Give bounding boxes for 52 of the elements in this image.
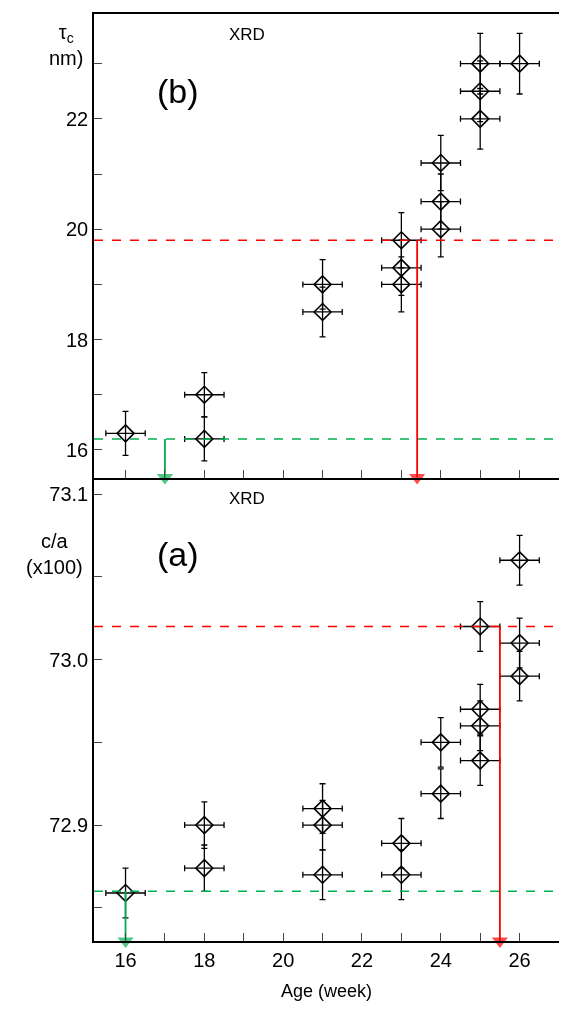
point [470, 751, 490, 770]
y-tick-label: 72.9 [49, 814, 89, 837]
point [392, 275, 411, 294]
point [470, 716, 490, 736]
y-tick-label: 18 [66, 328, 89, 351]
annotation: (a) [157, 535, 199, 573]
y-axis-title: c/a (x100) [26, 530, 83, 578]
x-tick-label: 20 [272, 948, 295, 971]
x-tick-label: 24 [429, 948, 452, 971]
annotation: XRD [229, 489, 265, 508]
x-tick-label: 16 [114, 948, 137, 971]
x-tick-label: 18 [193, 948, 216, 971]
y-tick-label: 16 [66, 438, 89, 461]
point [431, 153, 451, 173]
annotation: (b) [157, 72, 199, 110]
x-tick-label: 26 [508, 948, 531, 971]
point [470, 617, 490, 636]
point [392, 258, 411, 278]
annotation: XRD [229, 25, 265, 44]
point [313, 815, 332, 835]
y-axis-title: τ$_{c}$ nm) [49, 21, 84, 69]
y-tick-label: 20 [66, 218, 89, 241]
point [431, 219, 451, 239]
point [470, 700, 490, 719]
point [313, 799, 332, 818]
point [116, 424, 135, 443]
y-tick-label: 73.1 [49, 483, 89, 506]
point [195, 385, 214, 404]
y-tick-label: 73.0 [49, 648, 89, 671]
point [431, 733, 451, 752]
point [431, 784, 451, 803]
x-axis-title: Age (week) [280, 981, 373, 1002]
point [313, 275, 332, 294]
point [313, 865, 332, 885]
point [510, 551, 529, 570]
point [510, 54, 529, 73]
point [195, 858, 214, 878]
point [313, 302, 332, 322]
point [195, 429, 214, 449]
point [470, 82, 490, 101]
point [510, 633, 529, 653]
point [116, 883, 135, 903]
point [470, 54, 490, 73]
x-tick-label: 22 [350, 948, 374, 971]
y-tick-label: 22 [66, 107, 89, 130]
point [392, 834, 411, 853]
point [431, 192, 451, 211]
point [392, 230, 411, 250]
point [392, 865, 411, 885]
point [510, 666, 529, 686]
point [470, 109, 490, 129]
point [195, 815, 214, 835]
